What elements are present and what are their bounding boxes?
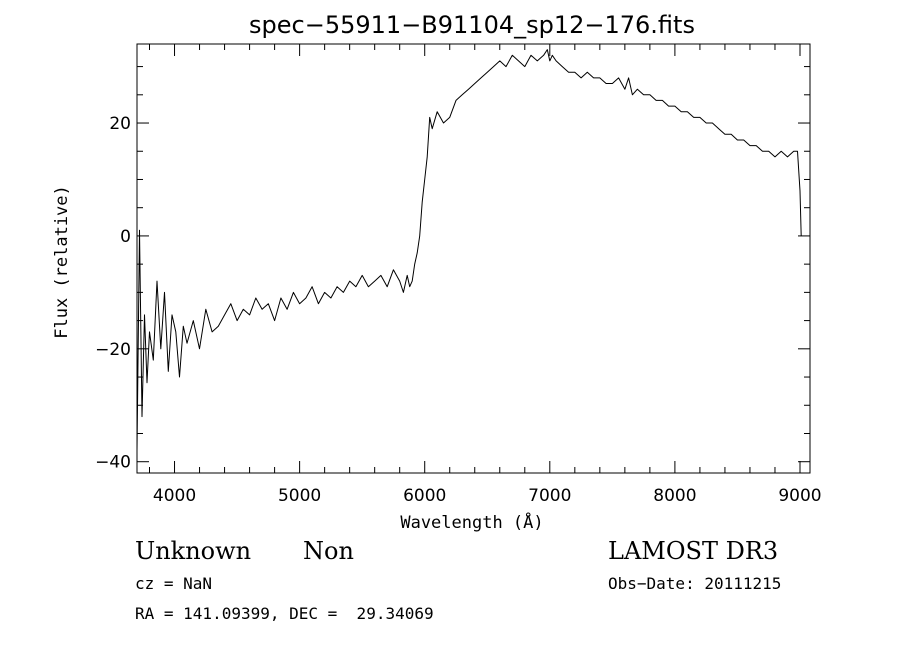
obs-date-label: Obs−Date: 20111215 — [608, 574, 781, 593]
y-tick-label: −40 — [95, 453, 131, 473]
x-tick-label: 7000 — [528, 486, 571, 506]
y-tick-label: 0 — [120, 227, 131, 247]
object-subclass-label: Non — [303, 537, 354, 565]
object-class-label: Unknown — [135, 537, 251, 565]
y-tick-label: 20 — [109, 114, 131, 134]
coordinates-label: RA = 141.09399, DEC = 29.34069 — [135, 604, 434, 623]
x-axis-label: Wavelength (Å) — [400, 511, 543, 533]
chart-title: spec−55911−B91104_sp12−176.fits — [249, 11, 695, 39]
spectrum-series — [136, 49, 802, 451]
x-tick-label: 8000 — [653, 486, 696, 506]
redshift-label: cz = NaN — [135, 574, 212, 593]
x-tick-label: 6000 — [403, 486, 446, 506]
x-tick-label: 5000 — [278, 486, 321, 506]
x-tick-label: 4000 — [153, 486, 196, 506]
x-axis-tick-labels: 4000 5000 6000 7000 8000 9000 — [153, 486, 822, 506]
plot-frame — [136, 43, 811, 474]
plot-border — [136, 43, 811, 474]
y-axis-ticks — [137, 66, 810, 463]
y-axis-tick-labels: −40 −20 0 20 — [95, 114, 131, 473]
spectrum-line — [136, 49, 802, 451]
x-axis-ticks — [149, 44, 801, 473]
survey-label: LAMOST DR3 — [608, 537, 778, 565]
y-tick-label: −20 — [95, 340, 131, 360]
x-tick-label: 9000 — [778, 486, 821, 506]
y-axis-label: Flux (relative) — [52, 185, 72, 339]
